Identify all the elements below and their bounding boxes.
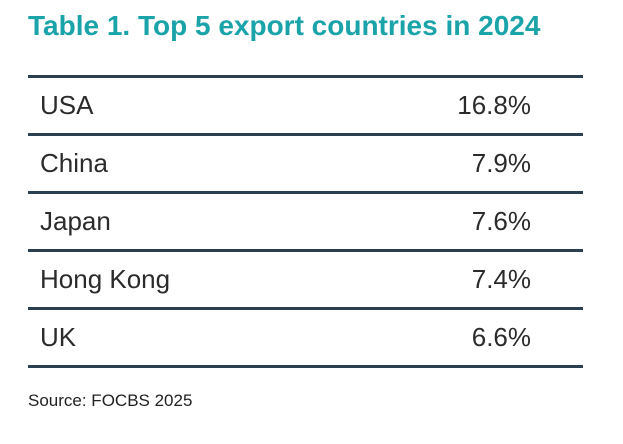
share-cell: 6.6% <box>472 321 531 353</box>
country-cell: USA <box>40 89 93 121</box>
table-row: USA 16.8% <box>28 78 583 136</box>
share-cell: 16.8% <box>457 89 531 121</box>
country-cell: Hong Kong <box>40 263 170 295</box>
table-row: China 7.9% <box>28 136 583 194</box>
share-cell: 7.4% <box>472 263 531 295</box>
table-title: Table 1. Top 5 export countries in 2024 <box>28 8 540 44</box>
source-note: Source: FOCBS 2025 <box>28 390 192 412</box>
share-cell: 7.6% <box>472 205 531 237</box>
table-row: UK 6.6% <box>28 310 583 368</box>
country-cell: UK <box>40 321 76 353</box>
export-countries-table: USA 16.8% China 7.9% Japan 7.6% Hong Kon… <box>28 75 583 368</box>
table-row: Japan 7.6% <box>28 194 583 252</box>
country-cell: Japan <box>40 205 111 237</box>
country-cell: China <box>40 147 108 179</box>
share-cell: 7.9% <box>472 147 531 179</box>
table-row: Hong Kong 7.4% <box>28 252 583 310</box>
